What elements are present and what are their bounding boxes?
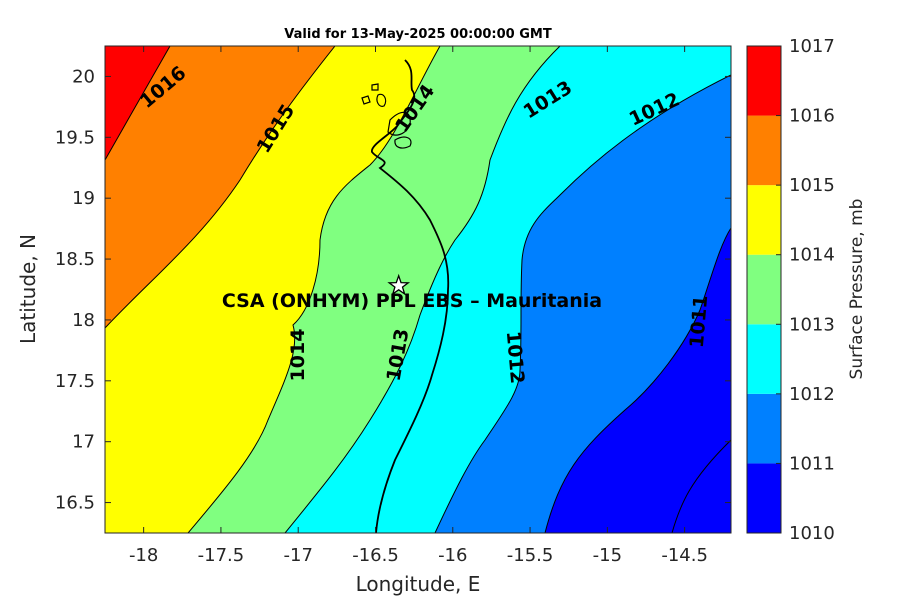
colorbar: [747, 46, 781, 533]
colorbar-label: Surface Pressure, mb: [847, 199, 867, 380]
colorbar-ticks: 1017 1016 1015 1014 1013 1012 1011 1010: [776, 36, 835, 544]
x-tick-label: -17: [284, 545, 313, 566]
y-tick-label: 20: [72, 66, 95, 87]
island-2: [376, 93, 387, 107]
x-tick-label: -16.5: [352, 545, 399, 566]
colorbar-tick-label: 1011: [789, 453, 835, 474]
y-tick-label: 17: [72, 432, 95, 453]
colorbar-tick-label: 1017: [789, 36, 835, 57]
colorbar-tick-label: 1012: [789, 384, 835, 405]
y-tick-label: 18: [72, 310, 95, 331]
y-tick-label: 17.5: [55, 371, 95, 392]
isoline-1010: [671, 439, 731, 533]
island-3: [361, 95, 371, 105]
y-tick-label: 16.5: [55, 493, 95, 514]
colorbar-swatch: [747, 115, 781, 186]
plot-frame: [104, 45, 732, 534]
y-tick-label: 19.5: [55, 127, 95, 148]
contour-label: 1012: [502, 330, 529, 385]
y-tick-label: 18.5: [55, 249, 95, 270]
station-star-icon: [387, 273, 411, 296]
contour-label: 1014: [287, 329, 309, 382]
x-tick-label: -14.5: [661, 545, 708, 566]
contour-label: 1011: [686, 294, 713, 349]
station: CSA (ONHYM) PPL EBS – Mauritania: [222, 273, 602, 312]
station-label: CSA (ONHYM) PPL EBS – Mauritania: [222, 290, 602, 312]
x-axis-label: Longitude, E: [356, 572, 481, 596]
island-4: [371, 83, 379, 91]
colorbar-swatch: [747, 185, 781, 255]
band-1010: [544, 227, 731, 533]
colorbar-swatch: [747, 254, 781, 325]
map-title: Valid for 13-May-2025 00:00:00 GMT: [284, 27, 552, 42]
x-tick-label: -16: [438, 545, 467, 566]
colorbar-swatch: [747, 463, 781, 533]
colorbar-swatch: [747, 46, 781, 116]
colorbar-tick-label: 1016: [789, 106, 835, 127]
y-axis-label: Latitude, N: [16, 234, 40, 344]
x-tick-label: -18: [129, 545, 158, 566]
colorbar-swatch: [747, 324, 781, 394]
x-tick-label: -17.5: [198, 545, 245, 566]
island-1: [387, 111, 411, 136]
island-5: [394, 136, 412, 149]
colorbar-tick-label: 1010: [789, 523, 835, 544]
colorbar-swatch: [747, 393, 781, 464]
y-axis: 20 19.5 19 18.5 18 17.5 17 16.5: [55, 66, 731, 514]
y-tick-label: 19: [72, 188, 95, 209]
x-tick-label: -15: [593, 545, 622, 566]
x-tick-label: -15.5: [507, 545, 554, 566]
colorbar-tick-label: 1015: [789, 175, 835, 196]
x-axis: -18 -17.5 -17 -16.5 -16 -15.5 -15 -14.5: [129, 46, 708, 566]
colorbar-frame: [746, 45, 782, 534]
colorbar-tick-label: 1014: [789, 245, 835, 266]
pressure-field: [105, 46, 731, 533]
colorbar-tick-label: 1013: [789, 314, 835, 335]
